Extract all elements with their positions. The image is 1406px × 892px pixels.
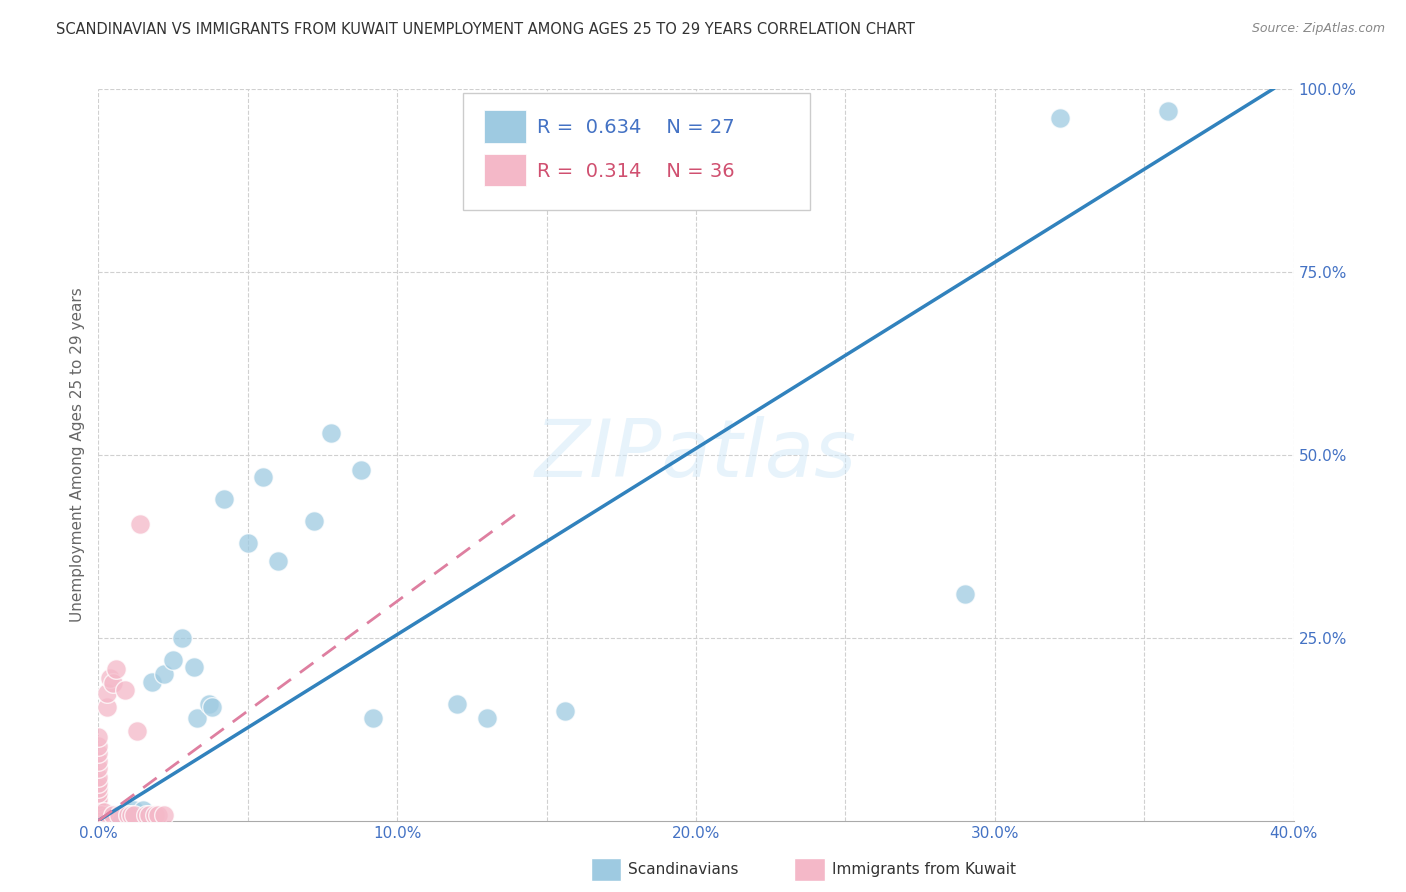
Point xyxy=(138,807,160,822)
Point xyxy=(201,700,224,714)
Point xyxy=(87,747,110,761)
Point xyxy=(87,795,110,809)
Point xyxy=(103,676,125,690)
Text: R =  0.314    N = 36: R = 0.314 N = 36 xyxy=(537,162,735,181)
Text: ZIPatlas: ZIPatlas xyxy=(534,416,858,494)
Point xyxy=(186,711,208,725)
Point xyxy=(105,661,128,675)
Point xyxy=(127,724,149,739)
Text: Immigrants from Kuwait: Immigrants from Kuwait xyxy=(832,863,1017,877)
Text: SCANDINAVIAN VS IMMIGRANTS FROM KUWAIT UNEMPLOYMENT AMONG AGES 25 TO 29 YEARS CO: SCANDINAVIAN VS IMMIGRANTS FROM KUWAIT U… xyxy=(56,22,915,37)
Point xyxy=(87,786,110,800)
Point xyxy=(267,554,290,568)
Point xyxy=(108,807,131,822)
FancyBboxPatch shape xyxy=(463,93,810,210)
Point xyxy=(1157,104,1180,119)
Point xyxy=(153,667,176,681)
Point xyxy=(98,671,122,685)
Point xyxy=(87,761,110,775)
Point xyxy=(87,781,110,796)
Point xyxy=(953,587,976,601)
Point xyxy=(321,425,343,440)
Point xyxy=(124,807,146,822)
Bar xyxy=(485,110,526,143)
Point xyxy=(117,807,139,822)
Point xyxy=(87,770,110,784)
Point xyxy=(93,805,115,819)
Point xyxy=(90,807,112,822)
Point xyxy=(87,754,110,768)
Point xyxy=(183,660,205,674)
Point xyxy=(212,491,235,506)
Point xyxy=(87,791,110,805)
Point xyxy=(96,700,118,714)
Point xyxy=(132,803,155,817)
Point xyxy=(105,807,128,822)
Point xyxy=(96,807,118,822)
Point xyxy=(1049,112,1071,126)
Point xyxy=(103,807,125,822)
Point xyxy=(96,686,118,700)
Point xyxy=(141,674,163,689)
Point xyxy=(143,807,166,822)
Point xyxy=(236,535,259,549)
Point xyxy=(87,797,110,812)
Point xyxy=(87,809,110,823)
Point xyxy=(87,800,110,814)
Point xyxy=(87,739,110,753)
Point xyxy=(117,806,139,821)
Point xyxy=(129,517,152,532)
Point xyxy=(135,807,157,822)
Point xyxy=(302,514,325,528)
Point xyxy=(120,807,142,822)
Text: Scandinavians: Scandinavians xyxy=(628,863,740,877)
Point xyxy=(148,807,170,822)
Point xyxy=(475,711,498,725)
Point xyxy=(446,697,468,711)
Text: R =  0.634    N = 27: R = 0.634 N = 27 xyxy=(537,119,735,137)
Point xyxy=(87,806,110,821)
Point xyxy=(350,462,373,476)
Point xyxy=(162,653,184,667)
Point xyxy=(87,804,110,818)
Point xyxy=(252,470,274,484)
Point xyxy=(153,807,176,822)
Point xyxy=(172,631,194,645)
Point xyxy=(363,711,385,725)
Point xyxy=(198,697,221,711)
Bar xyxy=(485,153,526,186)
Point xyxy=(124,803,146,817)
Point xyxy=(114,683,136,698)
Y-axis label: Unemployment Among Ages 25 to 29 years: Unemployment Among Ages 25 to 29 years xyxy=(69,287,84,623)
Point xyxy=(87,775,110,789)
Point xyxy=(554,704,576,718)
Point xyxy=(87,730,110,744)
Text: Source: ZipAtlas.com: Source: ZipAtlas.com xyxy=(1251,22,1385,36)
